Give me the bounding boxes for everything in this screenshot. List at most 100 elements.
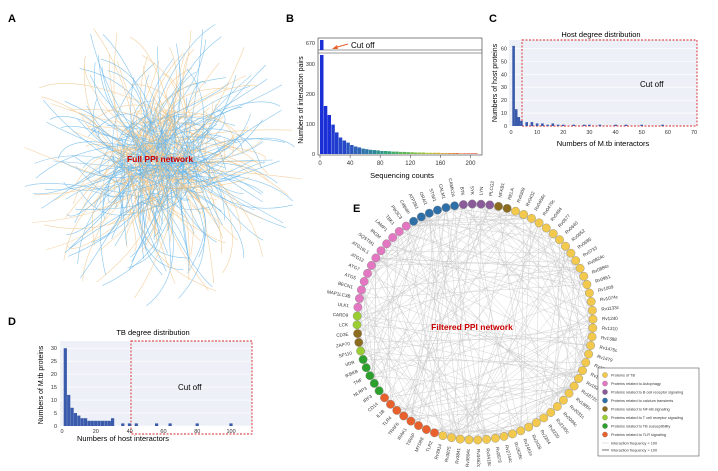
network-node-label: STIM1	[428, 188, 437, 203]
panel-C-bar	[640, 124, 643, 126]
network-node-label: TIRAP	[405, 432, 416, 446]
panel-D-bar	[121, 423, 125, 426]
network-edge	[107, 177, 132, 203]
network-edge	[91, 170, 122, 243]
legend-label: Proteins related to TB susceptibility	[611, 425, 670, 429]
network-edge	[565, 246, 594, 320]
network-node-label: PLCG2	[488, 180, 495, 196]
panel-B-bar	[474, 153, 478, 154]
network-node-label: Rv0951	[595, 274, 612, 284]
network-edge	[371, 203, 482, 266]
network-node-label: CAMK2A	[448, 178, 456, 198]
network-node	[354, 337, 364, 347]
network-edge	[403, 412, 551, 417]
network-node	[516, 426, 526, 436]
panel-C-bar	[517, 117, 521, 126]
network-node	[582, 280, 592, 289]
network-node	[358, 355, 368, 364]
network-node-label: Rv1074c	[600, 294, 619, 302]
panel-B-bar	[459, 153, 463, 154]
network-edge	[96, 145, 185, 189]
network-node	[534, 218, 544, 228]
network-edge	[77, 118, 150, 163]
legend-swatch	[602, 406, 608, 412]
network-node-label: Rv2461c	[522, 438, 534, 457]
panel-C-xtick-label: 50	[639, 130, 645, 136]
panel-B-bar	[406, 152, 410, 154]
network-edge	[90, 33, 153, 159]
network-edge	[87, 104, 173, 125]
network-edge	[369, 318, 594, 376]
panel-C-bar	[562, 124, 565, 126]
network-node-label: Rv1475c	[599, 345, 618, 354]
network-edge	[86, 105, 132, 141]
network-edge	[186, 68, 205, 175]
network-edge	[429, 213, 444, 436]
network-edge	[49, 116, 140, 159]
network-edge	[442, 310, 593, 436]
network-edge	[184, 101, 281, 126]
network-edge	[188, 168, 244, 194]
filtered-network-label: Filtered PPI network	[431, 322, 513, 332]
network-edge	[209, 160, 233, 274]
panel-D-bar	[104, 420, 108, 426]
network-edge	[498, 206, 529, 428]
network-node-label: LYN	[479, 186, 484, 195]
network-edge	[134, 88, 158, 189]
network-node	[354, 294, 364, 303]
panel-B-bar	[331, 124, 335, 154]
network-edge	[550, 327, 594, 413]
legend: Proteins of TB Proteins related to Autoph…	[597, 367, 700, 457]
network-node	[352, 320, 362, 330]
network-edge	[399, 231, 587, 285]
panel-B-bar	[380, 151, 384, 154]
network-edge	[506, 208, 587, 363]
panel-B-bar	[365, 149, 369, 154]
network-node-label: MYD88	[414, 436, 425, 452]
panel-C-ytick-label: 50	[501, 59, 507, 65]
panel-B-ylabel: Numbers of interaction pairs	[298, 56, 305, 144]
panel-B-bar-top	[320, 40, 324, 50]
network-node-label: CD14	[367, 401, 380, 413]
network-edge	[357, 218, 532, 334]
network-edge	[146, 24, 216, 135]
network-edge	[133, 100, 152, 171]
panel-C-bar	[535, 123, 539, 126]
network-edge	[357, 222, 540, 317]
panel-D-bar	[90, 420, 94, 426]
panel-C-cutoff-box	[521, 39, 698, 127]
network-edge	[130, 131, 168, 254]
network-edge	[184, 170, 293, 202]
network-node	[430, 428, 439, 438]
network-edge	[176, 113, 251, 166]
network-edge	[200, 161, 265, 190]
network-edge	[149, 111, 194, 132]
network-node	[569, 381, 579, 391]
network-node-label: TLR2	[425, 440, 434, 453]
network-edge	[134, 178, 183, 298]
network-edge	[99, 144, 124, 177]
network-node	[473, 435, 483, 445]
network-node	[366, 261, 376, 270]
network-edge	[390, 213, 430, 405]
panel-B-bar	[399, 151, 403, 154]
panel-B-ytick-label: 300	[306, 62, 315, 68]
panel-B-bar	[444, 153, 448, 154]
network-edge	[178, 74, 237, 144]
panel-D-bar	[127, 423, 132, 426]
network-node-label: Rv0432	[525, 190, 536, 207]
panel-C-ytick-label: 60	[501, 46, 507, 52]
network-node-label: Rv1310	[602, 326, 619, 332]
panel-B-bar	[432, 152, 437, 154]
network-edge	[413, 221, 575, 387]
network-node	[539, 413, 549, 423]
network-edge	[126, 110, 149, 157]
network-edge	[531, 218, 593, 311]
network-edge	[520, 218, 532, 431]
network-node	[476, 199, 486, 209]
network-node	[401, 221, 411, 231]
panel-B-bar	[372, 150, 377, 154]
panel-C-chart: Host degree distribution 0 10 20 30 40 50 60 0 1…	[492, 30, 698, 148]
panel-B-bar	[466, 153, 471, 154]
